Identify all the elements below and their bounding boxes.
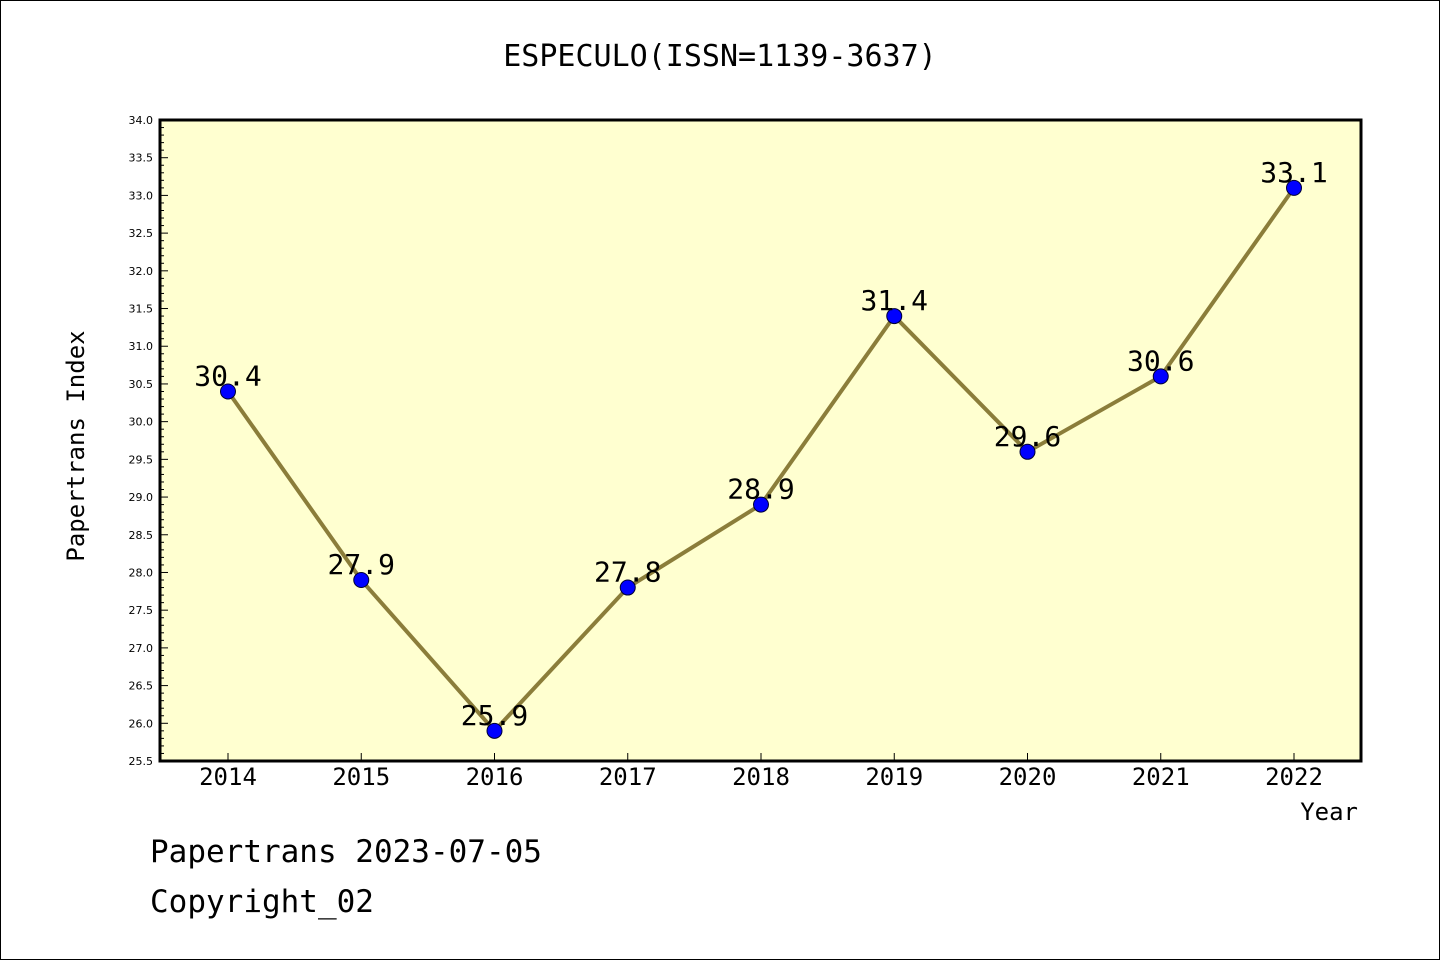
y-tick-label: 27.0	[129, 642, 154, 655]
y-tick-label: 33.0	[129, 189, 154, 202]
x-tick-label: 2019	[865, 763, 923, 791]
data-point	[1152, 368, 1169, 385]
footer-copyright: Copyright_02	[150, 884, 374, 920]
y-axis: 25.5 26.0 26.5 27.0 27.5 28.0 28.5 29.0 29.5 30.0…	[129, 114, 168, 768]
data-label: 29.6	[994, 420, 1061, 453]
chart-title: ESPECULO(ISSN=1139-3637)	[503, 39, 936, 74]
y-tick-label: 25.5	[129, 755, 154, 768]
y-axis-label: Papertrans Index	[62, 330, 90, 561]
data-label: 28.9	[727, 473, 794, 506]
y-tick-label: 29.5	[129, 453, 154, 466]
y-tick-label: 31.5	[129, 303, 154, 316]
data-label: 30.4	[194, 359, 261, 392]
y-tick-label: 32.0	[129, 265, 154, 278]
x-tick-label: 2014	[199, 763, 257, 791]
x-axis-label: Year	[1300, 798, 1358, 826]
footer-date: Papertrans 2023-07-05	[150, 834, 542, 870]
data-label: 27.9	[328, 548, 395, 581]
x-tick-label: 2021	[1132, 763, 1190, 791]
y-tick-label: 34.0	[129, 114, 154, 127]
x-tick-label: 2017	[599, 763, 657, 791]
data-point	[886, 308, 903, 325]
data-label: 30.6	[1127, 344, 1194, 377]
data-point	[1286, 179, 1302, 196]
y-tick-label: 28.0	[129, 566, 154, 579]
data-label: 27.8	[594, 556, 661, 589]
x-tick-label: 2018	[732, 763, 790, 791]
x-axis: 2014 2015 2016 2017 2018 2019 2020 2021 2022	[199, 753, 1323, 791]
y-tick-label: 30.0	[129, 416, 154, 429]
y-tick-label: 30.5	[129, 378, 154, 391]
y-tick-label: 32.5	[129, 227, 154, 240]
y-tick-label: 26.0	[129, 717, 154, 730]
x-tick-label: 2016	[466, 763, 524, 791]
x-tick-label: 2022	[1265, 763, 1323, 791]
plot-border	[158, 118, 1363, 763]
data-label: 31.4	[861, 284, 928, 317]
y-tick-label: 28.5	[129, 529, 154, 542]
data-point	[486, 722, 503, 739]
y-tick-label: 33.5	[129, 152, 154, 165]
data-point	[753, 496, 769, 513]
y-tick-label: 31.0	[129, 340, 154, 353]
data-label: 33.1	[1260, 156, 1327, 189]
x-tick-label: 2015	[332, 763, 390, 791]
data-label: 25.9	[461, 699, 528, 732]
data-point	[353, 572, 370, 589]
data-point	[220, 383, 236, 400]
y-tick-label: 27.5	[129, 604, 154, 617]
y-tick-label: 29.0	[129, 491, 154, 504]
x-tick-label: 2020	[999, 763, 1057, 791]
data-point	[1019, 443, 1036, 460]
y-tick-label: 26.5	[129, 680, 154, 693]
data-point	[619, 579, 636, 596]
series-group: 30.4 27.9 25.9 27.8 28.9 31.4 29.6 30.6 33.1	[194, 156, 1328, 739]
plot-area	[160, 120, 1361, 761]
